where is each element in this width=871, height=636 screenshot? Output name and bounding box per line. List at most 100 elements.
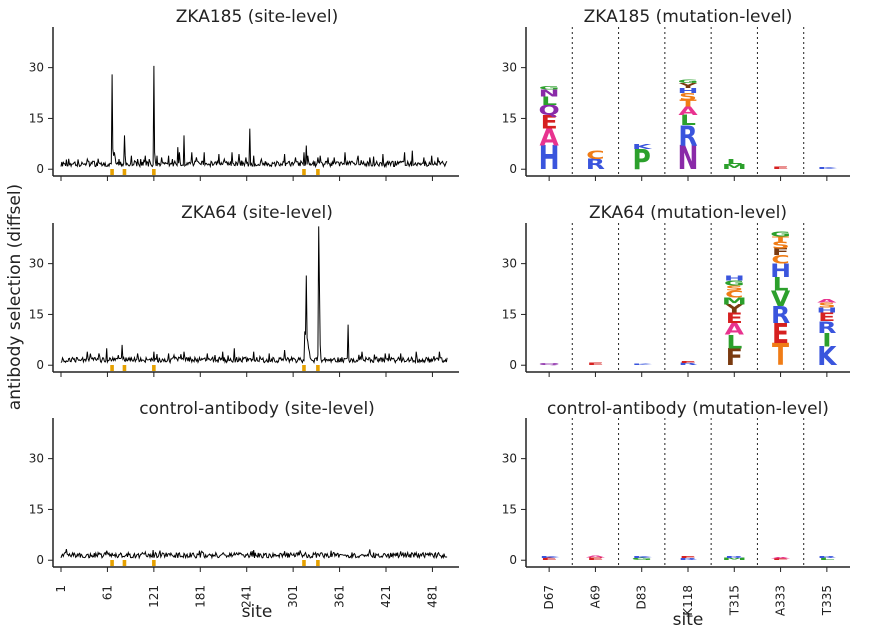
mutation-panel-0-logo-letter-R: R: [678, 120, 697, 153]
mutation-panel-1-logo-letter-S: S: [725, 285, 743, 293]
mutation-panel-0-logo-letter-G: G: [539, 86, 560, 91]
mutation-panel-1-logo-letter-R: R: [817, 318, 836, 337]
mutation-panel-0-y-tick-label: 15: [502, 111, 517, 125]
mutation-panel-1-logo-letter-V: V: [771, 288, 791, 312]
mutation-panel-0-logo-letter-E: E: [541, 113, 558, 134]
mutation-panel-1-logo-letter-T: T: [772, 236, 790, 244]
site-panel-1-site-marker: [302, 365, 306, 371]
mutation-panel-0-logo-letter-N: N: [539, 89, 560, 99]
site-panel-2-site-marker: [152, 560, 156, 566]
mutation-panel-2-logo-letter-R: R: [817, 555, 837, 558]
site-panel-1-site-marker: [152, 365, 156, 371]
site-panel-2-site-marker: [316, 560, 320, 566]
mutation-panel-0-logo-letter-H: H: [539, 139, 560, 177]
mutation-panel-0-logo-letter-N: N: [678, 139, 699, 177]
mutation-panel-0-logo-letter-L: L: [541, 94, 557, 108]
mutation-panel-1-logo-letter-F: F: [726, 344, 743, 371]
mutation-panel-1-logo-letter-Y: Y: [724, 302, 745, 316]
site-panel-2-site-marker: [110, 560, 114, 566]
site-tick-label: 361: [333, 585, 347, 608]
mutation-panel-2-y-tick-label: 30: [502, 452, 517, 466]
mutation-site-tick-label: A69: [588, 585, 602, 608]
mutation-panel-1-logo-letter-I: I: [822, 331, 831, 352]
mutation-panel-1-logo-letter-T: T: [772, 337, 789, 373]
mutation-panel-0-logo-letter-S: S: [679, 92, 697, 102]
mutation-panel-1-logo-letter-E: E: [772, 318, 789, 351]
mutation-panel-0-logo-letter-C: C: [586, 148, 604, 162]
mutation-panel-0-logo-letter-K: K: [632, 143, 652, 151]
mutation-panel-1-logo-letter-F: F: [772, 247, 789, 257]
mutation-panel-0-logo-letter-A: A: [678, 104, 697, 118]
site-panel-0-site-marker: [152, 169, 156, 175]
site-panel-2-y-tick-label: 15: [29, 502, 44, 516]
mutation-panel-1-logo-letter-H: H: [770, 261, 791, 282]
panel-title-zka185-site: ZKA185 (site-level): [176, 7, 339, 27]
mutation-panel-2-logo-letter-R: R: [725, 555, 745, 558]
site-panel-0-site-marker: [316, 169, 320, 175]
site-panel-2-y-tick-label: 30: [29, 452, 44, 466]
mutation-panel-0-logo-letter-A: A: [539, 124, 559, 151]
mutation-panel-2-logo-letter-K: K: [539, 555, 560, 558]
x-axis-label-site-panels: site: [242, 602, 273, 622]
panel-title-control-mutation: control-antibody (mutation-level): [547, 399, 829, 419]
mutation-panel-1-logo-letter-A: A: [725, 319, 745, 338]
mutation-panel-2-logo-letter-G: G: [631, 557, 652, 561]
site-panel-1-y-tick-label: 15: [29, 307, 44, 321]
site-tick-label: 121: [147, 585, 161, 608]
mutation-panel-1-logo-letter-L: L: [726, 332, 742, 353]
site-panel-0-site-marker: [122, 169, 127, 175]
mutation-panel-2-y-tick-label: 15: [502, 502, 517, 516]
panel-title-zka64-mutation: ZKA64 (mutation-level): [589, 203, 787, 223]
site-panel-0-site-marker: [110, 169, 114, 175]
mutation-site-tick-label: T335: [820, 585, 834, 616]
site-panel-1-site-marker: [110, 365, 114, 371]
mutation-panel-0-logo-letter-T: T: [679, 99, 696, 109]
mutation-panel-1-logo-letter-K: K: [817, 342, 838, 371]
mutation-panel-1-logo-letter-L: L: [773, 275, 789, 296]
site-panel-1-y-tick-label: 30: [29, 257, 44, 271]
mutation-panel-2-logo-letter-E: E: [679, 556, 696, 559]
site-tick-label: 181: [193, 585, 207, 608]
mutation-panel-0-logo-letter-L: L: [680, 112, 696, 129]
mutation-panel-0-y-tick-label: 0: [509, 162, 517, 176]
site-panel-0-y-tick-label: 0: [36, 162, 44, 176]
site-tick-label: 421: [379, 585, 393, 608]
site-tick-label: 481: [425, 585, 439, 608]
mutation-panel-1-logo-letter-R: R: [678, 362, 698, 366]
mutation-panel-0-logo-letter-E: E: [772, 166, 789, 170]
mutation-panel-1-logo-letter-C: C: [725, 290, 743, 300]
mutation-panel-1-logo-letter-E: E: [726, 310, 743, 327]
mutation-panel-2-logo-letter-L: L: [819, 557, 835, 561]
panel-title-zka64-site: ZKA64 (site-level): [181, 203, 333, 223]
site-panel-2-site-marker: [122, 560, 127, 566]
mutation-panel-1-logo-letter-S: S: [772, 241, 790, 251]
site-tick-label: 301: [286, 585, 300, 608]
mutation-site-tick-label: K118: [681, 585, 695, 616]
mutation-site-tick-label: T315: [727, 585, 741, 616]
site-panel-2-site-marker: [302, 560, 306, 566]
mutation-panel-0-logo-letter-L: L: [726, 158, 742, 166]
mutation-panel-0-logo-letter-G: G: [678, 79, 699, 84]
mutation-panel-1-logo-letter-E: E: [818, 310, 835, 324]
mutation-panel-2-y-tick-label: 0: [509, 553, 517, 567]
mutation-panel-1-logo-letter-Q: Q: [539, 363, 560, 366]
x-axis-label-mutation-panels: site: [673, 610, 704, 630]
mutation-panel-1-logo-letter-C: C: [771, 253, 789, 267]
panel-title-zka185-mutation: ZKA185 (mutation-level): [584, 7, 793, 27]
mutation-panel-2-logo-letter-A: A: [586, 555, 606, 558]
mutation-panel-1-y-tick-label: 15: [502, 307, 517, 321]
mutation-panel-2-logo-letter-R: R: [678, 558, 698, 561]
mutation-panel-1-logo-letter-R: R: [771, 302, 791, 329]
site-panel-0-y-tick-label: 30: [29, 61, 44, 75]
mutation-site-tick-label: D67: [542, 585, 556, 610]
site-panel-0-series-line: [60, 65, 448, 169]
site-tick-label: 61: [100, 585, 114, 600]
y-axis-label: antibody selection (diffsel): [5, 184, 25, 410]
mutation-panel-2-logo-letter-E: E: [541, 557, 558, 561]
site-tick-label: 241: [240, 585, 254, 608]
mutation-panel-1-logo-letter-G: G: [770, 230, 790, 238]
site-panel-2-y-tick-label: 0: [36, 553, 44, 567]
mutation-panel-0-logo-letter-P: P: [633, 144, 651, 177]
